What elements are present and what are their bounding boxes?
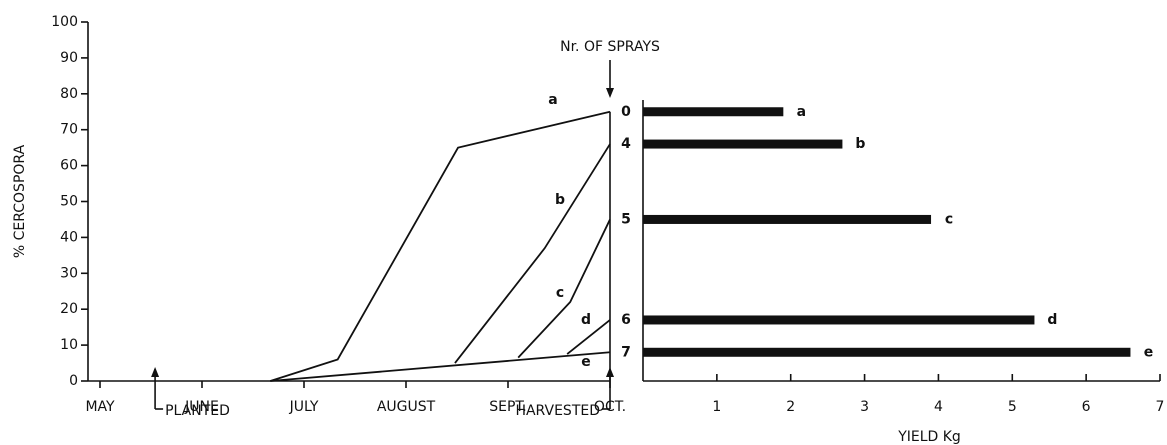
category-label: 7: [621, 344, 631, 360]
y-tick-label: 50: [60, 194, 78, 210]
bar-label: b: [855, 136, 865, 152]
x-tick-label: 5: [1008, 399, 1017, 415]
x-tick-label: 1: [712, 399, 721, 415]
series-label: d: [581, 312, 591, 328]
x-tick-label: 7: [1156, 399, 1165, 415]
series-label: e: [581, 354, 591, 370]
bar: [643, 347, 1131, 357]
bar-label: d: [1047, 312, 1057, 328]
y-axis-label: % CERCOSPORA: [12, 144, 28, 258]
category-label: 0: [621, 104, 631, 120]
y-tick-label: 30: [60, 265, 78, 281]
series-label: a: [548, 92, 557, 108]
bar-label: c: [945, 211, 953, 227]
annotation: PLANTED: [165, 403, 230, 419]
y-tick-label: 70: [60, 122, 78, 138]
series-label: c: [556, 285, 564, 301]
bar: [643, 139, 843, 149]
line-series: [270, 110, 611, 382]
bar-label: a: [797, 104, 806, 120]
bar: [643, 214, 932, 224]
y-tick-label: 80: [60, 86, 78, 102]
y-tick-label: 0: [69, 373, 78, 389]
bar: [643, 315, 1035, 325]
bar: [643, 107, 784, 117]
x-tick-label: JULY: [289, 399, 319, 415]
line-series: [566, 319, 611, 355]
annotation: HARVESTED: [515, 403, 600, 419]
x-tick-label: AUGUST: [377, 399, 436, 415]
y-tick-label: 40: [60, 229, 78, 245]
x-tick-label: 2: [786, 399, 795, 415]
x-axis-label: YIELD Kg: [897, 429, 961, 445]
y-tick-label: 60: [60, 158, 78, 174]
x-tick-label: 3: [860, 399, 869, 415]
line-series: [454, 143, 611, 364]
arrow-head: [606, 88, 614, 98]
x-tick-label: 6: [1082, 399, 1091, 415]
chart-title: Nr. OF SPRAYS: [560, 39, 660, 55]
y-tick-label: 20: [60, 301, 78, 317]
y-tick-label: 10: [60, 337, 78, 353]
category-label: 4: [621, 136, 631, 152]
arrow-head: [151, 367, 160, 377]
series-label: b: [555, 192, 565, 208]
x-tick-label: SEPT.: [489, 399, 527, 415]
x-tick-label: 4: [934, 399, 943, 415]
x-tick-label: JUNE: [184, 399, 219, 415]
line-series: [270, 351, 611, 382]
line-series: [517, 219, 611, 359]
category-label: 5: [621, 211, 631, 227]
category-label: 6: [621, 312, 631, 328]
y-tick-label: 90: [60, 50, 78, 66]
y-tick-label: 100: [51, 14, 78, 30]
x-tick-label: MAY: [85, 399, 115, 415]
bar-label: e: [1144, 344, 1154, 360]
